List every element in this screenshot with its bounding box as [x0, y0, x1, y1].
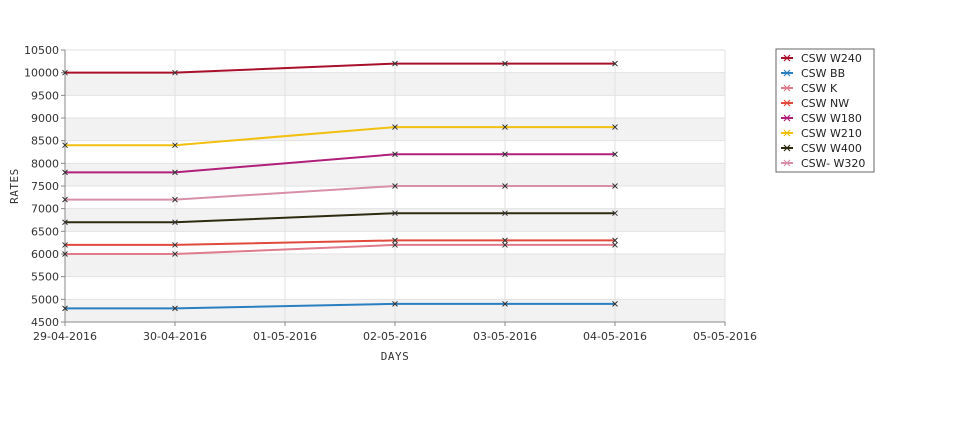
- legend-item: CSW W180: [781, 112, 862, 125]
- legend-label: CSW W210: [801, 127, 862, 140]
- data-point-marker: [62, 169, 68, 176]
- data-point-marker: [172, 169, 178, 176]
- series-line: [62, 237, 618, 248]
- y-tick-label: 9000: [31, 112, 59, 125]
- x-tick-label: 03-05-2016: [473, 330, 537, 343]
- x-tick-labels: 29-04-2016 30-04-2016 01-05-2016 02-05-2016…: [33, 330, 757, 343]
- series-lines: [62, 60, 618, 312]
- data-point-marker: [612, 124, 618, 130]
- data-point-marker: [172, 69, 178, 76]
- data-point-marker: [502, 301, 508, 307]
- x-tick-label: 04-05-2016: [583, 330, 647, 343]
- legend-item: CSW- W320: [781, 157, 865, 170]
- data-point-marker: [502, 60, 508, 67]
- y-tick-label: 4500: [31, 316, 59, 329]
- data-point-marker: [62, 251, 68, 257]
- y-tick-label: 7000: [31, 203, 59, 216]
- data-point-marker: [172, 142, 178, 149]
- x-tick-label: 05-05-2016: [693, 330, 757, 343]
- data-point-marker: [612, 242, 618, 248]
- series-line: [62, 210, 618, 226]
- x-tick-label: 29-04-2016: [33, 330, 97, 343]
- y-tick-label: 8500: [31, 135, 59, 148]
- data-point-marker: [612, 210, 618, 217]
- y-tick-label: 10000: [24, 67, 59, 80]
- legend-label: CSW W180: [801, 112, 862, 125]
- data-point-marker: [62, 219, 68, 226]
- data-point-marker: [172, 305, 178, 312]
- data-point-marker: [392, 237, 398, 244]
- data-point-marker: [612, 301, 618, 307]
- data-point-marker: [62, 142, 68, 149]
- data-point-marker: [502, 242, 508, 248]
- data-point-marker: [392, 242, 398, 248]
- y-tick-label: 5000: [31, 293, 59, 306]
- y-tick-label: 10500: [24, 44, 59, 57]
- data-point-marker: [502, 183, 508, 189]
- y-tick-labels: 4500 5000 5500 6000 6500 7000 7500 8000 8500 9000…: [24, 44, 59, 329]
- y-tick-label: 6000: [31, 248, 59, 261]
- data-point-marker: [62, 69, 68, 76]
- legend-item: CSW W210: [781, 127, 862, 140]
- legend-label: CSW- W320: [801, 157, 865, 170]
- y-tick-label: 8000: [31, 157, 59, 170]
- y-tick-label: 5500: [31, 271, 59, 284]
- data-point-marker: [392, 151, 398, 158]
- data-point-marker: [172, 219, 178, 226]
- series-line: [62, 183, 618, 203]
- data-point-marker: [392, 124, 398, 130]
- legend-label: CSW BB: [801, 67, 845, 80]
- data-point-marker: [502, 210, 508, 217]
- y-tick-label: 7500: [31, 180, 59, 193]
- x-tick-label: 02-05-2016: [363, 330, 427, 343]
- x-tick-label: 30-04-2016: [143, 330, 207, 343]
- axes: [61, 49, 726, 326]
- y-tick-label: 6500: [31, 225, 59, 238]
- legend-box: [775, 48, 875, 173]
- data-point-marker: [502, 237, 508, 244]
- data-point-marker: [392, 301, 398, 307]
- series-line: [62, 242, 618, 257]
- series-line: [62, 301, 618, 312]
- legend: CSW W240 CSW BB CSW K CSW NW CSW W180 CSW W21…: [775, 48, 875, 173]
- legend-item: CSW W240: [781, 52, 862, 65]
- data-point-marker: [62, 196, 68, 203]
- series-line: [62, 124, 618, 149]
- x-tick-label: 01-05-2016: [253, 330, 317, 343]
- legend-label: CSW W400: [801, 142, 862, 155]
- data-point-marker: [62, 305, 68, 312]
- legend-label: CSW NW: [801, 97, 849, 110]
- data-point-marker: [612, 183, 618, 189]
- y-axis-title: RATES: [8, 168, 21, 204]
- legend-item: CSW NW: [781, 97, 849, 110]
- data-point-marker: [612, 151, 618, 158]
- data-point-marker: [392, 210, 398, 217]
- legend-item: CSW W400: [781, 142, 862, 155]
- data-point-marker: [392, 183, 398, 189]
- grid-lines: [64, 49, 726, 323]
- series-line: [62, 151, 618, 176]
- y-tick-label: 9500: [31, 89, 59, 102]
- legend-item: CSW BB: [781, 67, 845, 80]
- data-point-marker: [172, 196, 178, 203]
- data-point-marker: [502, 124, 508, 130]
- data-point-marker: [612, 60, 618, 67]
- data-point-marker: [172, 242, 178, 248]
- data-point-marker: [62, 242, 68, 248]
- data-point-marker: [392, 60, 398, 67]
- series-line: [62, 60, 618, 76]
- legend-label: CSW K: [801, 82, 838, 95]
- data-point-marker: [172, 251, 178, 257]
- legend-label: CSW W240: [801, 52, 862, 65]
- data-point-marker: [612, 237, 618, 244]
- x-axis-title: DAYS: [381, 350, 410, 363]
- legend-item: CSW K: [781, 82, 838, 95]
- data-point-marker: [502, 151, 508, 158]
